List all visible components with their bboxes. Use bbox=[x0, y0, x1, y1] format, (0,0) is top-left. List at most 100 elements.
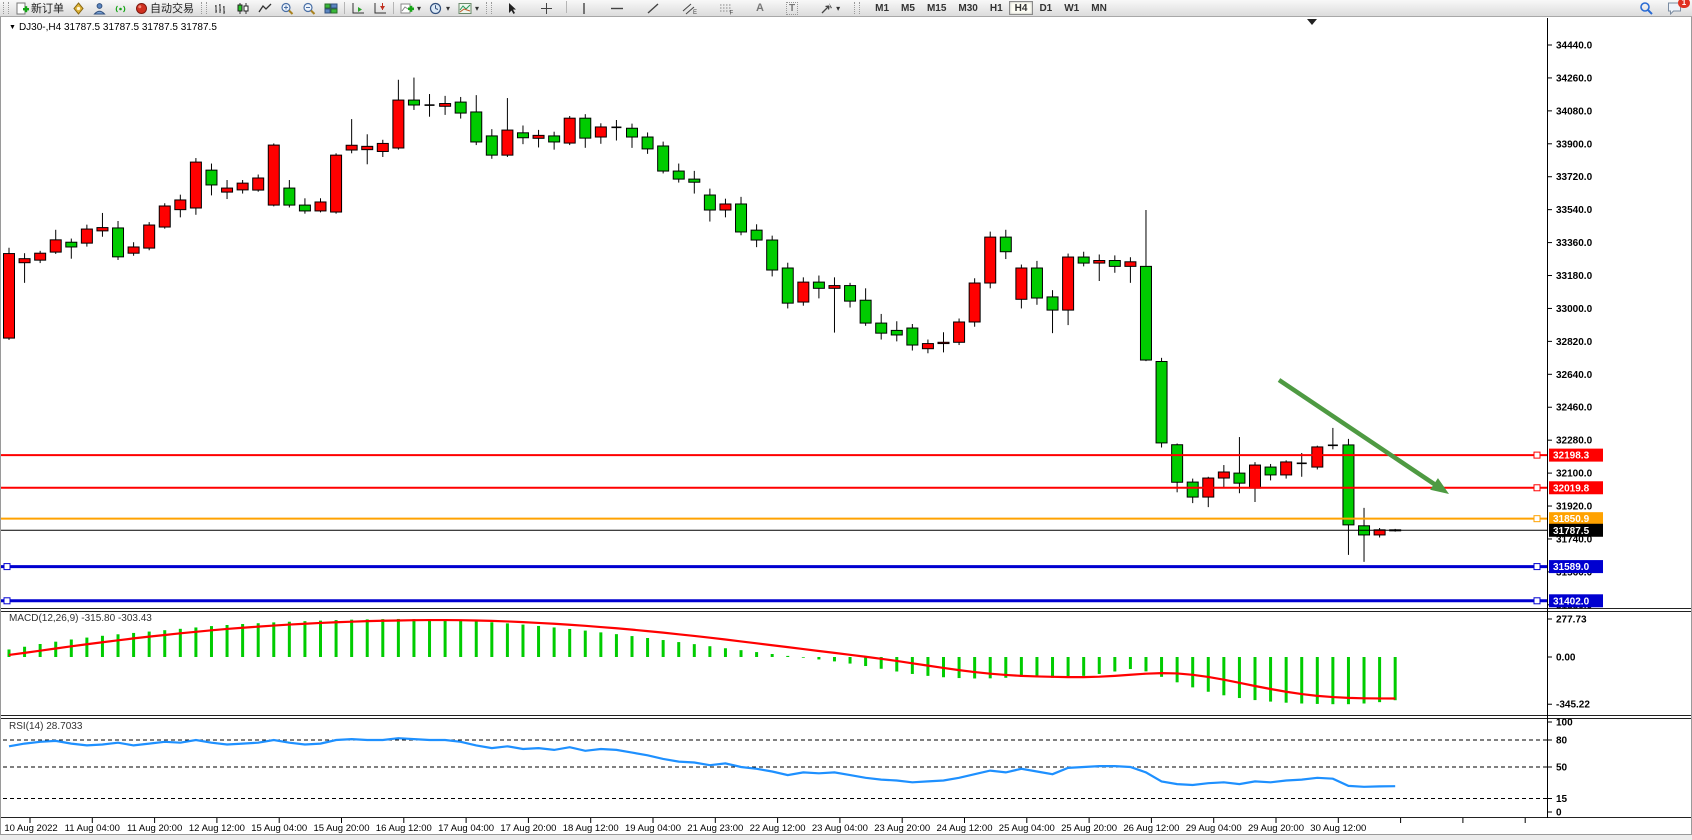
svg-text:33720.0: 33720.0 bbox=[1556, 172, 1593, 183]
bar-chart-mode-button[interactable] bbox=[210, 1, 232, 16]
horizontal-line-tool-button[interactable] bbox=[599, 1, 635, 16]
timeframe-m5-button[interactable]: M5 bbox=[895, 1, 921, 15]
notifications-button[interactable]: 1 bbox=[1663, 0, 1690, 16]
timeframe-m1-button[interactable]: M1 bbox=[869, 1, 895, 15]
svg-text:32280.0: 32280.0 bbox=[1556, 436, 1593, 447]
price-badge-31589.0 bbox=[1549, 560, 1603, 574]
new-order-button[interactable]: 新订单 bbox=[12, 1, 68, 16]
template-icon bbox=[458, 2, 472, 15]
svg-text:33000.0: 33000.0 bbox=[1556, 304, 1593, 315]
timeframe-h4-button[interactable]: H4 bbox=[1008, 1, 1034, 15]
svg-text:23 Aug 04:00: 23 Aug 04:00 bbox=[812, 823, 868, 834]
svg-text:29 Aug 20:00: 29 Aug 20:00 bbox=[1248, 823, 1304, 834]
crosshair-tool-button[interactable] bbox=[529, 1, 564, 16]
market-watch-button[interactable] bbox=[89, 1, 110, 16]
search-icon bbox=[1639, 1, 1653, 15]
trend-arrow[interactable] bbox=[1277, 378, 1449, 494]
fibonacci-tool-button[interactable]: F bbox=[708, 1, 745, 16]
candlestick-mode-button[interactable] bbox=[232, 1, 254, 16]
compass-button[interactable] bbox=[68, 1, 89, 16]
text-tool-button[interactable]: A bbox=[745, 1, 775, 16]
periods-button[interactable]: ▾ bbox=[425, 1, 454, 16]
hline-handle[interactable] bbox=[3, 563, 11, 571]
arrows-tool-button[interactable]: ▾ bbox=[809, 1, 851, 16]
cursor-icon bbox=[506, 2, 518, 15]
search-button[interactable] bbox=[1635, 1, 1657, 16]
timeframe-d1-button[interactable]: D1 bbox=[1033, 1, 1058, 15]
svg-text:80: 80 bbox=[1556, 736, 1568, 747]
svg-text:34260.0: 34260.0 bbox=[1556, 73, 1593, 84]
svg-text:10 Aug 2022: 10 Aug 2022 bbox=[4, 823, 57, 834]
svg-text:33180.0: 33180.0 bbox=[1556, 271, 1593, 282]
price-axis[interactable]: 34440.0 34260.0 34080.0 33900.0 33720.0 33540… bbox=[1547, 41, 1603, 612]
toolbar-grip bbox=[201, 2, 207, 14]
vertical-line-tool-button[interactable] bbox=[569, 1, 599, 16]
candlestick-series bbox=[3, 77, 1402, 562]
hline-handle[interactable] bbox=[1533, 563, 1541, 571]
hline-handle[interactable] bbox=[1533, 515, 1541, 523]
zoom-out-button[interactable] bbox=[298, 1, 320, 16]
new-order-icon bbox=[16, 2, 29, 15]
autotrade-button[interactable]: 自动交易 bbox=[131, 1, 198, 16]
drawing-tools-group: E F A T ▾ bbox=[495, 0, 851, 16]
svg-text:31787.5: 31787.5 bbox=[1553, 526, 1590, 537]
price-badge-31787.5 bbox=[1549, 523, 1603, 537]
trendline-icon bbox=[646, 2, 660, 15]
bar-chart-icon bbox=[214, 2, 228, 15]
timeframe-w1-button[interactable]: W1 bbox=[1058, 1, 1085, 15]
svg-text:24 Aug 12:00: 24 Aug 12:00 bbox=[937, 823, 993, 834]
zoom-out-icon bbox=[302, 2, 316, 15]
arrow-object-icon bbox=[820, 2, 833, 15]
auto-scroll-icon bbox=[351, 2, 365, 15]
profile-icon bbox=[93, 2, 106, 15]
horizontal-line-objects[interactable] bbox=[1, 451, 1547, 605]
timeframe-m15-button[interactable]: M15 bbox=[921, 1, 952, 15]
timeframe-group: M1 M5 M15 M30 H1 H4 D1 W1 MN bbox=[869, 1, 1113, 15]
price-badge-31850.9 bbox=[1549, 512, 1603, 526]
line-chart-icon bbox=[258, 2, 272, 15]
chart-canvas[interactable]: 34440.0 34260.0 34080.0 33900.0 33720.0 33540… bbox=[1, 16, 1691, 834]
svg-text:17 Aug 20:00: 17 Aug 20:00 bbox=[500, 823, 556, 834]
svg-text:12 Aug 12:00: 12 Aug 12:00 bbox=[189, 823, 245, 834]
svg-text:32820.0: 32820.0 bbox=[1556, 337, 1593, 348]
svg-text:32019.8: 32019.8 bbox=[1553, 483, 1590, 494]
timeframe-h1-button[interactable]: H1 bbox=[984, 1, 1009, 15]
tile-windows-button[interactable] bbox=[320, 1, 342, 16]
chart-shift-button[interactable] bbox=[369, 1, 391, 16]
macd-pane bbox=[7, 618, 1397, 705]
svg-text:34440.0: 34440.0 bbox=[1556, 41, 1593, 52]
svg-text:E: E bbox=[693, 10, 697, 15]
svg-text:-345.22: -345.22 bbox=[1556, 700, 1590, 711]
channel-tool-button[interactable]: E bbox=[671, 1, 708, 16]
svg-text:29 Aug 04:00: 29 Aug 04:00 bbox=[1186, 823, 1242, 834]
indicators-button[interactable]: ▾ bbox=[396, 1, 425, 16]
auto-scroll-button[interactable] bbox=[347, 1, 369, 16]
timeframe-m30-button[interactable]: M30 bbox=[952, 1, 983, 15]
timeframe-mn-button[interactable]: MN bbox=[1085, 1, 1113, 15]
zoom-in-button[interactable] bbox=[276, 1, 298, 16]
toolbar-right-group: 1 bbox=[1635, 0, 1692, 16]
price-badge-31402.0 bbox=[1549, 594, 1603, 608]
hline-handle[interactable] bbox=[1533, 451, 1541, 459]
text-label-icon: T bbox=[786, 1, 799, 15]
hline-handle[interactable] bbox=[1533, 597, 1541, 605]
signal-button[interactable] bbox=[110, 1, 131, 16]
templates-button[interactable]: ▾ bbox=[454, 1, 483, 16]
price-badge-32198.3 bbox=[1549, 448, 1603, 462]
text-label-tool-button[interactable]: T bbox=[775, 1, 809, 16]
cursor-tool-button[interactable] bbox=[495, 1, 529, 16]
svg-text:32100.0: 32100.0 bbox=[1556, 469, 1593, 480]
time-axis[interactable]: 10 Aug 2022 11 Aug 04:00 11 Aug 20:00 12 Au… bbox=[4, 818, 1526, 834]
svg-text:30 Aug 12:00: 30 Aug 12:00 bbox=[1310, 823, 1366, 834]
chevron-down-icon: ▾ bbox=[446, 3, 451, 13]
svg-text:31850.9: 31850.9 bbox=[1553, 514, 1590, 525]
hline-handle[interactable] bbox=[3, 597, 11, 605]
compass-icon bbox=[72, 1, 85, 15]
svg-text:18 Aug 12:00: 18 Aug 12:00 bbox=[563, 823, 619, 834]
svg-text:31589.0: 31589.0 bbox=[1553, 562, 1590, 573]
chart-shift-marker[interactable] bbox=[1307, 19, 1317, 25]
hline-handle[interactable] bbox=[1533, 484, 1541, 492]
svg-text:33540.0: 33540.0 bbox=[1556, 205, 1593, 216]
trendline-tool-button[interactable] bbox=[635, 1, 671, 16]
line-chart-mode-button[interactable] bbox=[254, 1, 276, 16]
